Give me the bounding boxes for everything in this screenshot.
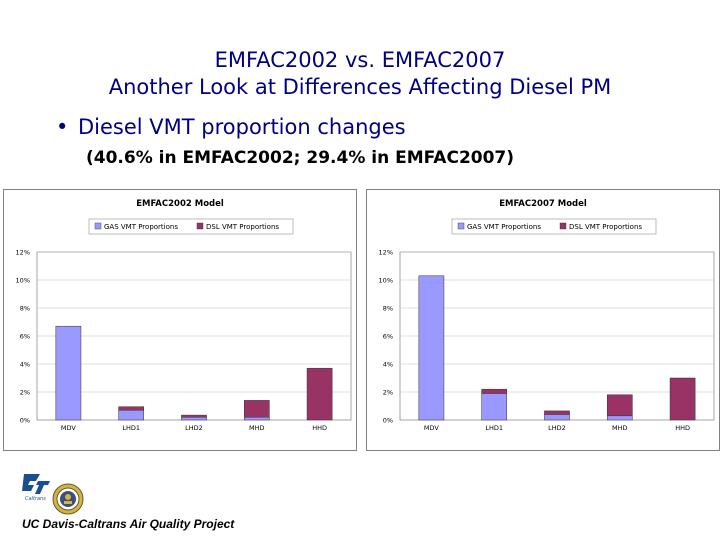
legend-swatch [94,222,102,230]
bullet-mark: • [56,115,69,139]
bar-segment [669,377,696,421]
y-tick-label: 4% [383,361,393,369]
bar-segment [306,367,333,421]
x-tick-label: HHD [675,424,690,432]
uc-davis-seal-icon [52,483,84,515]
bar-segment [181,416,207,421]
bar-segment [544,414,570,421]
legend-swatch [457,222,465,230]
slide-title-line1: EMFAC2002 vs. EMFAC2007 [214,48,506,72]
chart-emfac2002: EMFAC2002 Model GAS VMT Proportions DSL VM… [3,189,357,451]
y-tick-label: 2% [383,389,393,397]
bullet-subtext: (40.6% in EMFAC2002; 29.4% in EMFAC2007) [86,148,515,168]
bar-segment [118,409,145,421]
bar-segment [481,388,508,394]
y-tick-label: 10% [379,277,393,285]
chart-emfac2007: EMFAC2007 Model GAS VMT Proportions DSL VM… [366,189,720,451]
chart-legend [451,218,657,235]
x-tick-label: LHD2 [548,424,566,432]
y-tick-label: 2% [20,389,30,397]
x-tick-label: MDV [61,424,76,432]
x-tick-label: LHD1 [122,424,140,432]
legend-label: GAS VMT Proportions [104,223,178,231]
footer-credit: UC Davis-Caltrans Air Quality Project [22,517,235,531]
caltrans-logo-icon: Caltrans [22,474,50,502]
x-tick-label: HHD [312,424,327,432]
bar-segment [118,406,145,411]
bar-segment [481,393,508,421]
bar-segment [606,415,633,421]
y-tick-label: 8% [20,305,30,313]
slide-title-line2: Another Look at Differences Affecting Di… [108,75,612,99]
legend-label: DSL VMT Proportions [569,223,642,231]
y-tick-label: 0% [20,417,30,425]
bar-segment [606,394,633,417]
bar-segment [544,410,570,415]
y-tick-label: 12% [379,249,393,257]
bullet-text: Diesel VMT proportion changes [78,115,406,139]
legend-label: GAS VMT Proportions [467,223,541,231]
y-tick-label: 6% [383,333,393,341]
bar-segment [55,325,82,421]
chart-title: EMFAC2007 Model [499,199,587,209]
x-tick-label: LHD1 [485,424,503,432]
bar-segment [243,400,270,418]
bullet-item: • Diesel VMT proportion changes [56,114,406,141]
y-tick-label: 4% [20,361,30,369]
chart-title: EMFAC2002 Model [136,199,224,209]
bar-segment [243,416,270,421]
y-tick-label: 0% [383,417,393,425]
x-tick-label: MDV [424,424,439,432]
legend-label: DSL VMT Proportions [206,223,279,231]
y-tick-label: 6% [20,333,30,341]
legend-swatch [559,222,567,230]
bar-segment [181,414,207,418]
legend-swatch [196,222,204,230]
caltrans-logo-text: Caltrans [25,496,46,502]
bar-segment [418,275,445,421]
chart-legend [88,218,294,235]
y-tick-label: 10% [16,277,30,285]
y-tick-label: 8% [383,305,393,313]
y-tick-label: 12% [16,249,30,257]
x-tick-label: MHD [612,424,628,432]
x-tick-label: LHD2 [185,424,203,432]
x-tick-label: MHD [249,424,265,432]
